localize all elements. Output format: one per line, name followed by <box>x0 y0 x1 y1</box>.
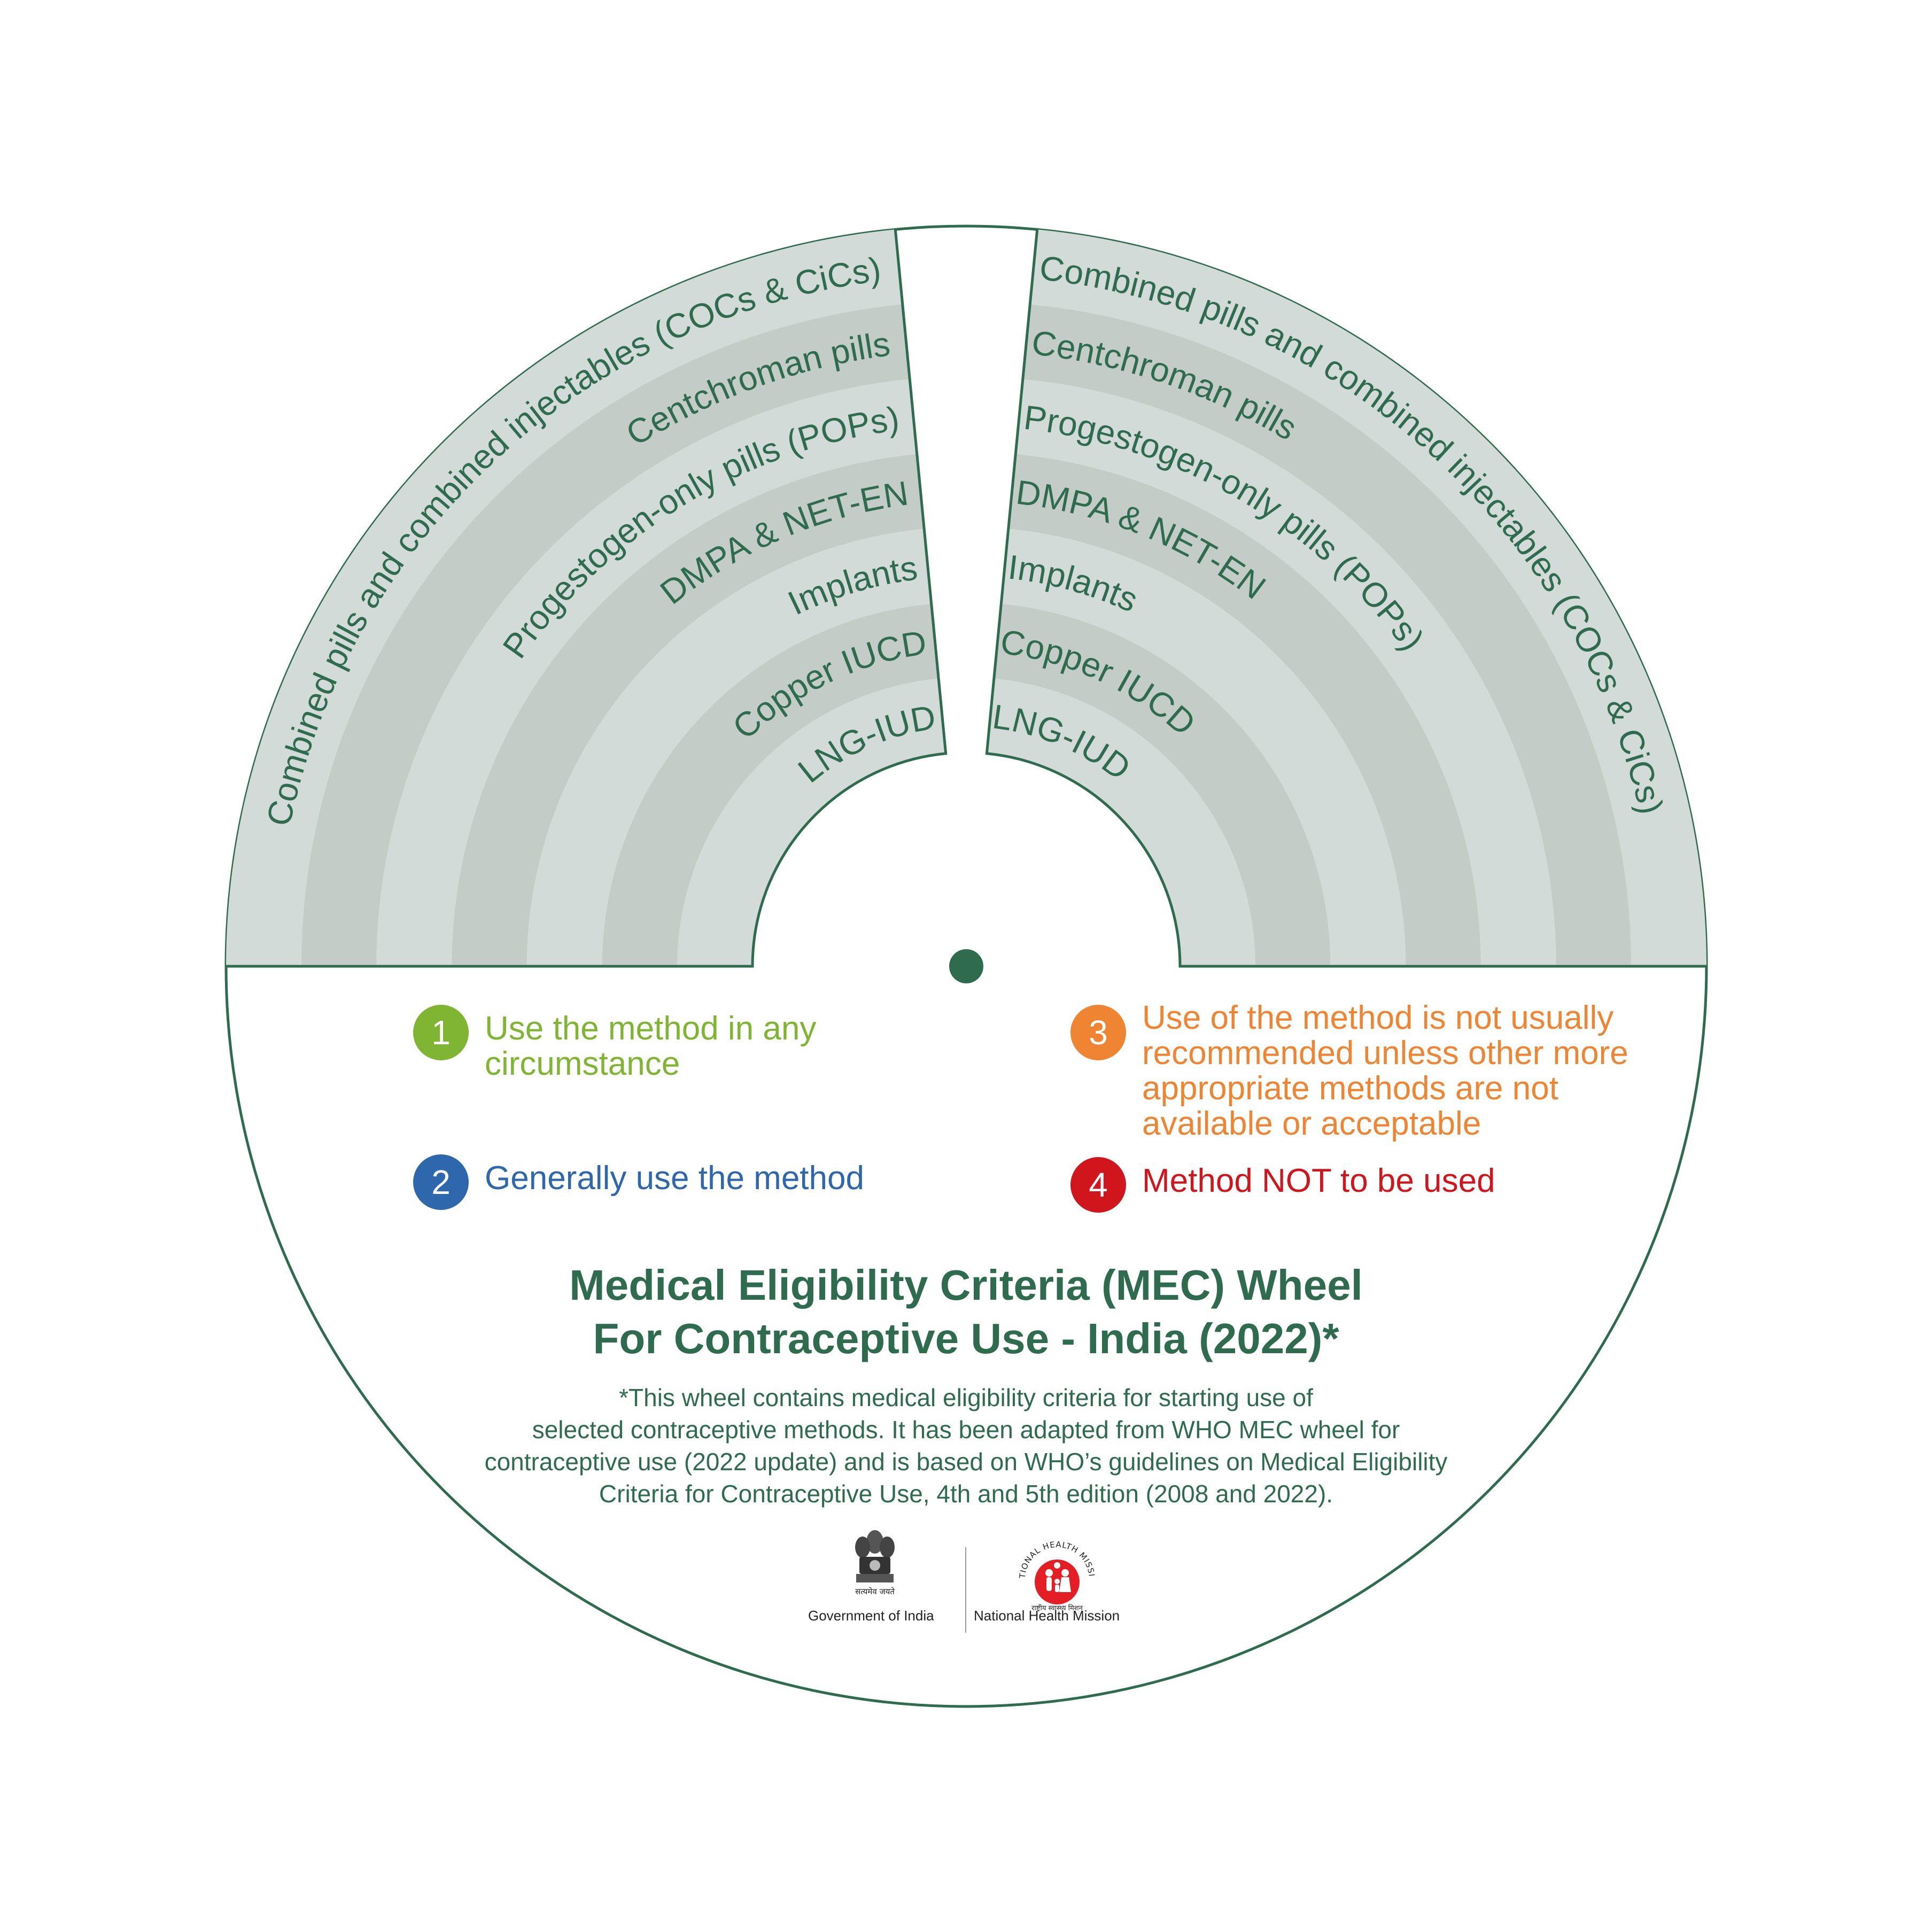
legend-item-4: 4 Method NOT to be used <box>1070 1157 1605 1213</box>
government-emblem-icon: सत्यमेव जयते <box>855 1530 895 1596</box>
left-ring-band-1 <box>226 229 903 967</box>
legend-text-1: Use the method in any circumstance <box>485 1010 817 1082</box>
right-ring-band-6 <box>994 603 1331 966</box>
right-ring-band-3 <box>1015 379 1556 966</box>
left-window-bands <box>226 229 946 967</box>
legend-item-2: 2 Generally use the method <box>413 1154 948 1210</box>
legend-item-1: 1 Use the method in any circumstance <box>413 1005 894 1082</box>
emblem-motto: सत्यमेव जयते <box>855 1587 895 1596</box>
title-line-2: For Contraceptive Use - India (2022)* <box>593 1315 1339 1362</box>
legend-text-2: Generally use the method <box>485 1160 864 1197</box>
footnote: *This wheel contains medical eligibility… <box>0 1382 1932 1510</box>
nhm-logo-icon: NATIONAL HEALTH MISSION राष्ट्रीय स्वास्… <box>1009 1537 1096 1611</box>
left-ring-band-7 <box>677 678 946 966</box>
legend-number-3: 3 <box>1070 1005 1126 1060</box>
legend-text-3: Use of the method is not usually recomme… <box>1142 999 1628 1142</box>
footnote-line-3: contraceptive use (2022 update) and is b… <box>484 1448 1448 1476</box>
right-ring-band-2 <box>1022 304 1632 966</box>
right-ring-band-5 <box>1001 529 1406 966</box>
left-ring-band-2 <box>301 304 910 966</box>
left-window-outline <box>226 229 948 968</box>
nhm-caption: National Health Mission <box>974 1608 1120 1624</box>
legend-number-1: 1 <box>413 1005 469 1060</box>
right-window-outline <box>985 229 1706 968</box>
right-window-bands <box>987 229 1706 967</box>
legend-item-3: 3 Use of the method is not usually recom… <box>1070 1000 1685 1142</box>
page-title: Medical Eligibility Criteria (MEC) Wheel… <box>0 1259 1932 1365</box>
right-ring-band-7 <box>987 678 1255 966</box>
left-ring-band-5 <box>526 529 932 966</box>
nhm-hindi-text: राष्ट्रीय स्वास्थ्य मिशन <box>1031 1604 1083 1611</box>
left-ring-band-6 <box>602 603 939 966</box>
legend-number-4: 4 <box>1070 1157 1126 1213</box>
left-ring-band-4 <box>452 454 925 966</box>
footnote-line-4: Criteria for Contraceptive Use, 4th and … <box>599 1480 1333 1508</box>
government-caption: Government of India <box>808 1608 934 1624</box>
footnote-line-1: *This wheel contains medical eligibility… <box>619 1384 1313 1411</box>
footnote-line-2: selected contraceptive methods. It has b… <box>532 1416 1400 1444</box>
right-ring-band-4 <box>1008 454 1481 966</box>
wheel-pivot[interactable] <box>949 949 983 983</box>
left-ring-band-3 <box>376 379 917 966</box>
legend-text-4: Method NOT to be used <box>1142 1162 1495 1199</box>
title-line-1: Medical Eligibility Criteria (MEC) Wheel <box>569 1261 1363 1309</box>
legend-number-2: 2 <box>413 1154 469 1210</box>
right-ring-band-1 <box>1030 229 1706 967</box>
logo-divider <box>965 1547 966 1633</box>
